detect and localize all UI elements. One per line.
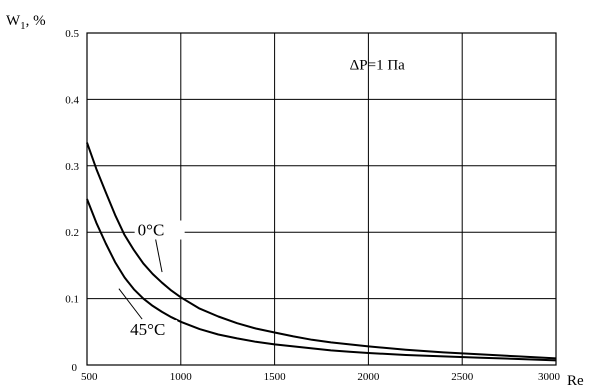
curve-labels: 0°C 45°C ΔP=1 Па [118,58,406,340]
y-tick-label: 0.4 [65,94,79,106]
plot-frame [86,32,557,366]
y-tick-label: 0 [72,362,78,374]
series-group [86,142,557,362]
x-tick-label: 1000 [170,371,193,383]
x-tick-label: 3000 [538,371,561,383]
x-tick-label: 500 [81,371,98,383]
x-axis-label: Re [567,373,584,389]
y-tick-label: 0.5 [65,28,79,40]
x-tick-label: 2000 [357,371,380,383]
x-tick-label: 1500 [264,371,287,383]
curve-label-bg [134,220,185,240]
y-tick-label: 0.1 [65,294,79,306]
tick-labels: 500 1000 1500 2000 2500 3000 0 0.1 0.2 0.3 0.4 0.5 [65,28,560,383]
curve-label-1: 45°C [130,320,165,339]
x-tick-label: 2500 [451,371,474,383]
curve-label-bg [127,320,178,340]
curve-label-leader [118,288,143,320]
y-axis-label: W1, % [6,13,46,32]
y-tick-label: 0.3 [65,161,79,173]
grid-lines [87,33,556,365]
series-line-1 [86,198,557,362]
series-line-0 [86,142,557,360]
annotation-label: ΔP=1 Па [350,58,406,74]
curve-label-leader [155,239,163,273]
y-tick-label: 0.2 [65,227,79,239]
curve-label-0: 0°C [138,221,165,240]
